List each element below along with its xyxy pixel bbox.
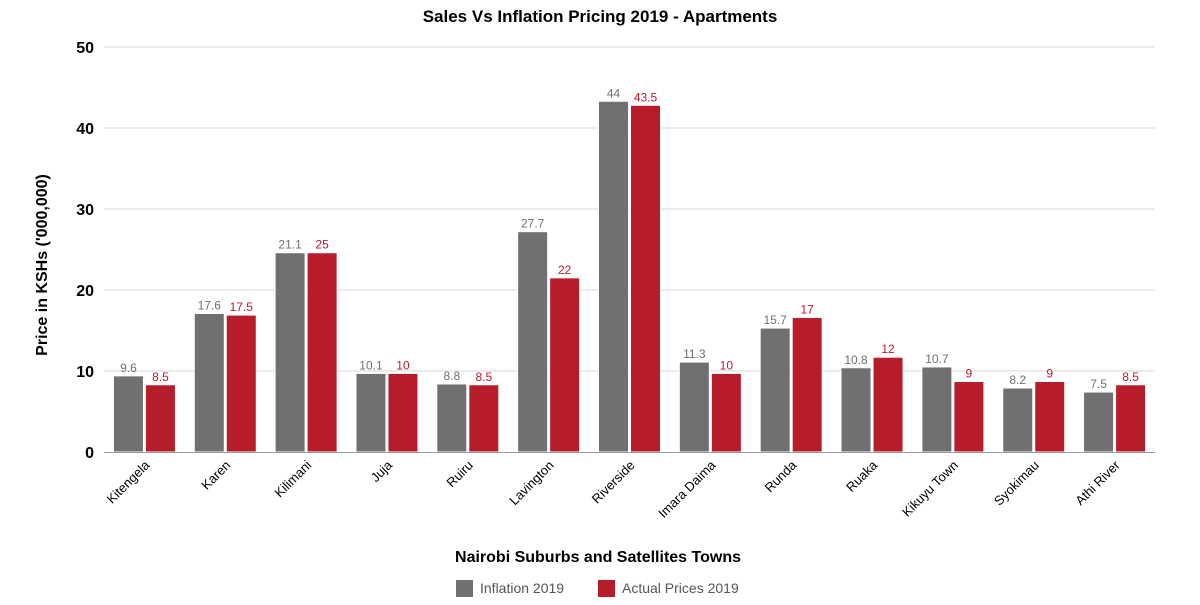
- data-label-inflation: 10.8: [844, 353, 868, 367]
- x-tick-label: Runda: [762, 457, 800, 495]
- data-label-actual: 9: [1046, 367, 1053, 381]
- bar-inflation: [517, 231, 549, 453]
- data-label-inflation: 8.8: [443, 369, 460, 383]
- data-label-inflation: 21.1: [278, 238, 302, 252]
- y-axis-title: Price in KSHs ('000,000): [34, 174, 51, 356]
- x-tick-label: Ruaka: [843, 457, 881, 495]
- data-label-actual: 8.5: [1122, 370, 1139, 384]
- bars: [112, 100, 1147, 453]
- bar-actual: [872, 356, 904, 453]
- gridlines: [104, 46, 1155, 372]
- bar-inflation: [355, 372, 387, 453]
- bar-inflation: [274, 252, 306, 453]
- y-tick-label: 0: [85, 445, 94, 462]
- legend: Inflation 2019 Actual Prices 2019: [456, 580, 739, 597]
- bar-actual: [468, 384, 500, 453]
- bar-actual: [225, 314, 257, 453]
- bar-inflation: [112, 375, 144, 453]
- x-tick-label: Kilimani: [271, 457, 314, 500]
- chart-title: Sales Vs Inflation Pricing 2019 - Apartm…: [423, 7, 778, 26]
- bar-inflation: [1002, 387, 1034, 453]
- data-label-actual: 25: [315, 238, 329, 252]
- x-axis-ticks: Kitengela Karen Kilimani Juja Ruiru Lavington…: [104, 457, 1124, 521]
- data-label-actual: 17: [801, 303, 815, 317]
- data-label-inflation: 10.7: [925, 352, 949, 366]
- x-tick-label: Imara Daima: [655, 457, 719, 521]
- data-label-inflation: 44: [607, 86, 621, 100]
- data-label-actual: 10: [720, 358, 734, 372]
- bar-inflation: [598, 100, 629, 453]
- data-label-actual: 8.5: [152, 370, 169, 384]
- bar-inflation: [1083, 391, 1115, 453]
- data-label-actual: 43.5: [634, 90, 658, 104]
- bar-inflation: [921, 366, 953, 453]
- data-label-actual: 8.5: [475, 370, 492, 384]
- bar-actual: [710, 372, 742, 453]
- data-label-inflation: 27.7: [521, 217, 545, 231]
- x-tick-label: Riverside: [589, 458, 638, 507]
- y-tick-label: 10: [76, 364, 94, 381]
- legend-label-actual: Actual Prices 2019: [622, 580, 739, 596]
- bar-actual: [306, 252, 338, 453]
- bar-inflation: [193, 312, 225, 453]
- data-label-actual: 22: [558, 263, 572, 277]
- data-label-actual: 17.5: [230, 300, 254, 314]
- x-tick-label: Karen: [198, 458, 233, 493]
- data-label-inflation: 15.7: [764, 313, 788, 327]
- data-label-inflation: 8.2: [1009, 373, 1026, 387]
- x-tick-label: Kikuyu Town: [899, 458, 961, 520]
- x-tick-label: Ruiru: [443, 458, 476, 491]
- x-tick-label: Juja: [368, 457, 396, 485]
- data-label-inflation: 17.6: [198, 298, 222, 312]
- data-label-inflation: 10.1: [359, 358, 383, 372]
- data-label-actual: 9: [966, 367, 973, 381]
- data-label-inflation: 11.3: [683, 347, 706, 361]
- y-tick-label: 40: [76, 121, 94, 138]
- y-tick-label: 50: [76, 40, 94, 57]
- bar-actual: [791, 317, 823, 453]
- bar-inflation: [759, 327, 791, 453]
- x-axis-title: Nairobi Suburbs and Satellites Towns: [455, 549, 741, 566]
- data-label-inflation: 9.6: [120, 361, 137, 375]
- data-label-actual: 12: [881, 342, 895, 356]
- y-tick-label: 30: [76, 202, 94, 219]
- bar-actual: [549, 277, 581, 453]
- bar-actual: [1034, 381, 1066, 453]
- bar-actual: [1115, 384, 1147, 453]
- bar-actual: [387, 372, 419, 453]
- data-labels: 9.6 8.5 17.6 17.5 21.1 25 10.1 10 8.8 8.5 27.7 22 44…: [120, 86, 1139, 391]
- legend-swatch-inflation: [456, 580, 473, 597]
- x-tick-label: Lavington: [506, 458, 556, 508]
- bar-actual: [144, 384, 176, 453]
- bar-actual: [630, 104, 661, 453]
- legend-swatch-actual: [598, 580, 615, 597]
- x-tick-label: Kitengela: [104, 457, 153, 506]
- data-label-inflation: 7.5: [1090, 377, 1107, 391]
- x-tick-label: Athi River: [1072, 457, 1123, 508]
- bar-inflation: [840, 367, 872, 453]
- y-axis-ticks: 0 10 20 30 40 50: [76, 40, 94, 462]
- y-tick-label: 20: [76, 283, 94, 300]
- bar-inflation: [436, 383, 468, 453]
- legend-label-inflation: Inflation 2019: [480, 580, 564, 596]
- x-tick-label: Syokimau: [991, 458, 1042, 509]
- bar-actual: [953, 381, 985, 453]
- bar-inflation: [678, 361, 710, 453]
- data-label-actual: 10: [396, 358, 410, 372]
